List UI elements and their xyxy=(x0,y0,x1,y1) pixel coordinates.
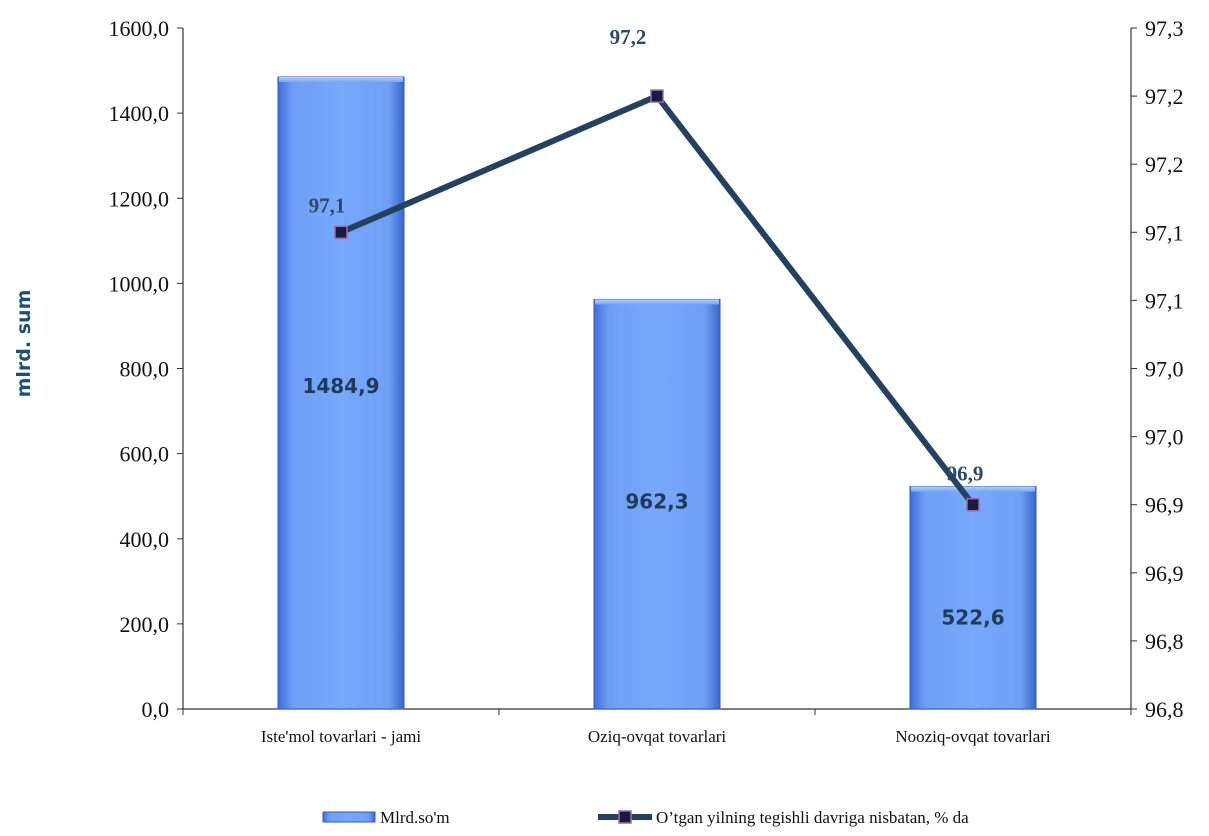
line-data-label: 96,9 xyxy=(947,462,984,486)
left-tick-label: 200,0 xyxy=(120,612,170,637)
right-tick-label: 97,3 xyxy=(1145,16,1184,41)
x-category-label: Oziq-ovqat tovarlari xyxy=(588,727,727,746)
bar-data-label: 962,3 xyxy=(625,489,688,513)
right-tick-label: 96,8 xyxy=(1145,697,1184,722)
bar-cap xyxy=(279,76,403,82)
bar xyxy=(909,486,1037,710)
left-tick-label: 0,0 xyxy=(142,697,170,722)
left-tick-label: 800,0 xyxy=(120,357,170,382)
legend-bar-swatch xyxy=(322,811,376,823)
bar xyxy=(593,298,721,710)
legend-item-bar: Mlrd.so'm xyxy=(322,808,450,827)
x-category-label: Nooziq-ovqat tovarlari xyxy=(895,727,1051,746)
bar-body xyxy=(593,298,721,710)
right-tick-label: 96,9 xyxy=(1145,493,1184,518)
right-tick-label: 97,2 xyxy=(1145,84,1184,109)
y-axis-title: mlrd. sum xyxy=(13,290,35,398)
right-tick-label: 97,1 xyxy=(1145,288,1184,313)
right-tick-label: 97,2 xyxy=(1145,152,1184,177)
bar-body xyxy=(909,486,1037,710)
legend-line-marker xyxy=(618,810,632,824)
line-point-marker xyxy=(966,497,980,512)
left-tick-label: 1000,0 xyxy=(109,271,170,296)
right-tick-label: 96,9 xyxy=(1145,561,1184,586)
bar-cap xyxy=(911,486,1035,492)
bar-data-label: 1484,9 xyxy=(302,374,379,398)
left-tick-label: 1400,0 xyxy=(109,101,170,126)
line-point-marker xyxy=(650,89,664,103)
bar-body xyxy=(277,76,405,710)
line-point-marker xyxy=(334,225,348,240)
right-tick-label: 97,0 xyxy=(1145,425,1184,450)
right-tick-label: 97,1 xyxy=(1145,220,1184,245)
right-tick-label: 97,0 xyxy=(1145,357,1184,382)
bar-data-label: 522,6 xyxy=(941,605,1004,629)
left-tick-label: 400,0 xyxy=(120,527,170,552)
line-data-label: 97,2 xyxy=(610,25,647,49)
right-tick-label: 96,8 xyxy=(1145,629,1184,654)
left-tick-label: 600,0 xyxy=(120,442,170,467)
legend-bar-label: Mlrd.so'm xyxy=(380,808,450,827)
legend-line-label: O’tgan yilning tegishli davriga nisbatan… xyxy=(656,808,969,827)
left-tick-label: 1600,0 xyxy=(109,16,170,41)
bar xyxy=(277,76,405,710)
bar-cap xyxy=(595,299,719,305)
line-data-label: 97,1 xyxy=(309,193,346,217)
legend-item-line: O’tgan yilning tegishli davriga nisbatan… xyxy=(598,808,969,827)
left-tick-label: 1200,0 xyxy=(109,186,170,211)
x-category-label: Iste'mol tovarlari - jami xyxy=(261,727,422,746)
